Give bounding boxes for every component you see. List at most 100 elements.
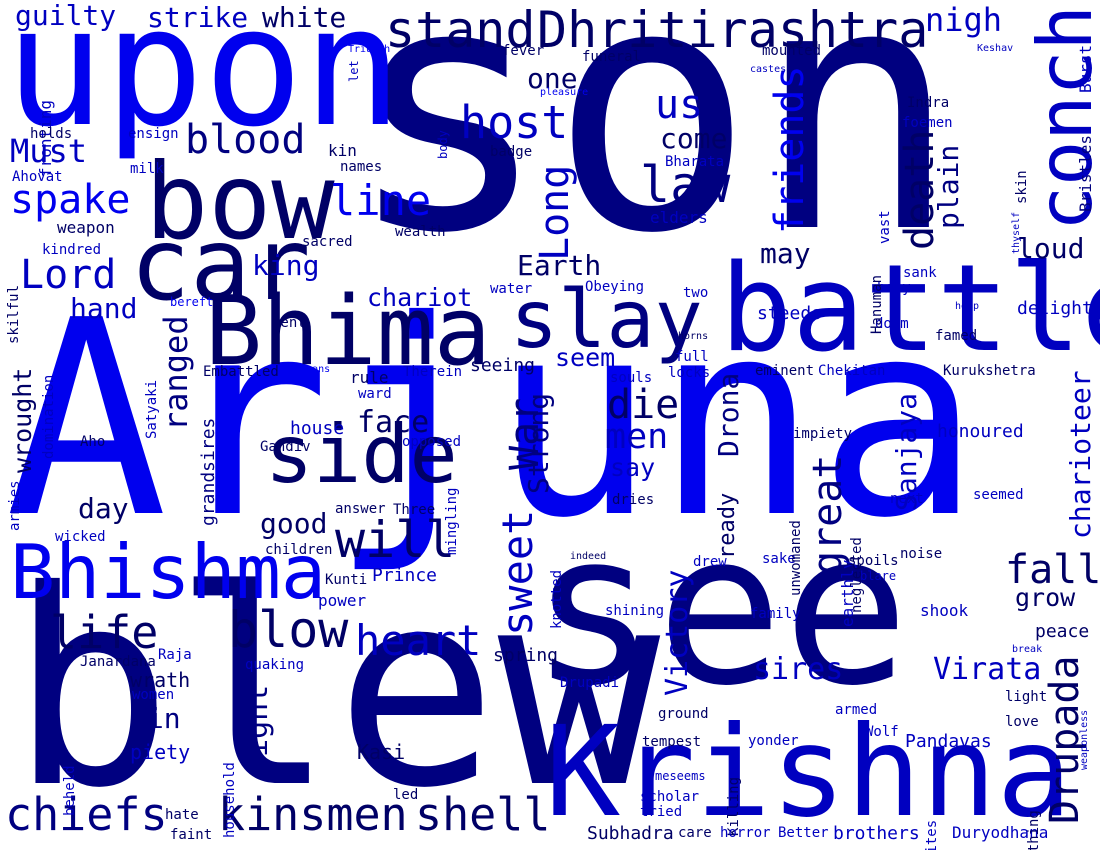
word-vast: vast — [877, 210, 893, 244]
word-victory: Victory — [660, 569, 695, 696]
word-something: something — [1026, 810, 1042, 850]
word-souls: souls — [610, 370, 653, 386]
word-shining: shining — [605, 603, 665, 619]
word-must: Must — [10, 132, 88, 170]
word-armed: armed — [835, 702, 878, 718]
word-kindred: kindred — [42, 242, 102, 258]
word-elders: elders — [650, 208, 708, 227]
word-steeds: steeds — [757, 303, 823, 324]
word-strong: Strong — [522, 392, 555, 494]
word-us: us — [655, 82, 704, 128]
word-beheld: beheld — [62, 765, 78, 816]
word-yonder: yonder — [748, 733, 799, 749]
word-seemed: seemed — [973, 487, 1024, 503]
word-body: body — [436, 130, 450, 159]
word-triumph: Triumph — [348, 44, 391, 55]
word-next: next — [890, 491, 924, 507]
word-three: Three — [393, 502, 436, 518]
word-kinsmen: kinsmen — [218, 788, 408, 841]
word-hate: hate — [165, 807, 199, 823]
word-drew: drew — [693, 554, 727, 570]
word-bent: bent — [272, 315, 306, 331]
word-thyself: thyself — [1011, 211, 1022, 254]
word-grow: grow — [1015, 583, 1076, 612]
word-dries: dries — [612, 492, 655, 508]
word-bharata: Bharata — [665, 154, 725, 170]
word-rule: rule — [350, 368, 389, 387]
word-earth: Earth — [517, 249, 602, 282]
word-sacred: sacred — [302, 234, 353, 250]
word-say: say — [610, 453, 656, 482]
word-gandiv: Gandiv — [260, 439, 311, 455]
word-tempest: tempest — [642, 734, 702, 750]
word-peace: peace — [1035, 621, 1090, 642]
word-famed: famed — [935, 328, 978, 344]
word-kasi: Kasi — [357, 740, 406, 764]
word-wrath: wrath — [130, 668, 191, 692]
word-household: household — [222, 762, 238, 838]
word-funeral: funeral — [582, 49, 642, 65]
word-prince: Prince — [372, 565, 438, 586]
word-sin: sin — [130, 702, 181, 735]
word-plain: plain — [932, 144, 965, 229]
word-obeying: Obeying — [585, 279, 645, 295]
word-son: son — [345, 0, 960, 308]
word-holy: holy — [877, 280, 911, 296]
word-horns: horns — [678, 331, 709, 342]
word-brothers: brothers — [833, 823, 920, 844]
word-locks: locks — [668, 365, 711, 381]
word-mingling: mingling — [444, 487, 460, 555]
word-car: car — [130, 206, 311, 323]
word-life: life — [50, 606, 159, 659]
word-knotted: knotted — [549, 569, 565, 629]
word-host: host — [460, 96, 569, 149]
word-one: one — [527, 62, 578, 95]
word-sake: sake — [762, 551, 796, 567]
word-holds: holds — [30, 126, 73, 142]
word-tried: tried — [640, 804, 683, 820]
word-water: water — [490, 281, 533, 297]
word-will: will — [335, 511, 456, 569]
word-better: Better — [778, 825, 829, 841]
word-slay: slay — [510, 273, 703, 366]
word-children: children — [265, 542, 333, 558]
word-blare: blare — [860, 569, 897, 583]
word-indeed: indeed — [570, 551, 607, 562]
word-noise: noise — [900, 546, 943, 562]
word-honoured: honoured — [937, 421, 1024, 442]
word-neglected: neglected — [849, 537, 865, 613]
word-sweet: sweet — [493, 509, 542, 636]
word-break: break — [1012, 644, 1043, 655]
word-grandsires: grandsires — [198, 417, 219, 526]
word-brahmans: Brahmans — [282, 364, 331, 375]
word-piety: piety — [130, 740, 191, 764]
word-quaking: quaking — [245, 657, 305, 673]
word-spake: spake — [10, 177, 131, 223]
word-let: let — [347, 60, 361, 82]
word-badge: badge — [490, 144, 533, 160]
word-bristles: Bristles — [1076, 134, 1095, 212]
word-die: die — [607, 382, 680, 428]
word-law: law — [640, 156, 731, 214]
word-bhishma: Bhishma — [10, 528, 327, 616]
word-horror: horror — [720, 825, 771, 841]
word-domination: domination — [41, 374, 57, 459]
word-heart: heart — [355, 616, 482, 665]
word-may: may — [760, 237, 811, 270]
word-duryodhana: Duryodhana — [952, 823, 1049, 842]
word-wrought: wrought — [8, 367, 37, 473]
word-burst: Burst — [1076, 44, 1095, 93]
word-seeing: seeing — [470, 355, 536, 376]
word-white: white — [262, 1, 347, 34]
word-see: see — [530, 487, 910, 732]
word-foemen: foemen — [902, 115, 953, 131]
word-help: help — [955, 301, 980, 312]
word-keshav: Keshav — [977, 43, 1014, 54]
word-doom: doom — [875, 316, 909, 332]
word-lord: Lord — [20, 252, 117, 298]
word-mounted: mounted — [762, 43, 822, 59]
word-eminent: eminent — [755, 363, 815, 379]
word-kin: kin — [328, 141, 357, 160]
word-skilful: skilful — [6, 284, 22, 344]
word-nigh: nigh — [925, 1, 1003, 39]
